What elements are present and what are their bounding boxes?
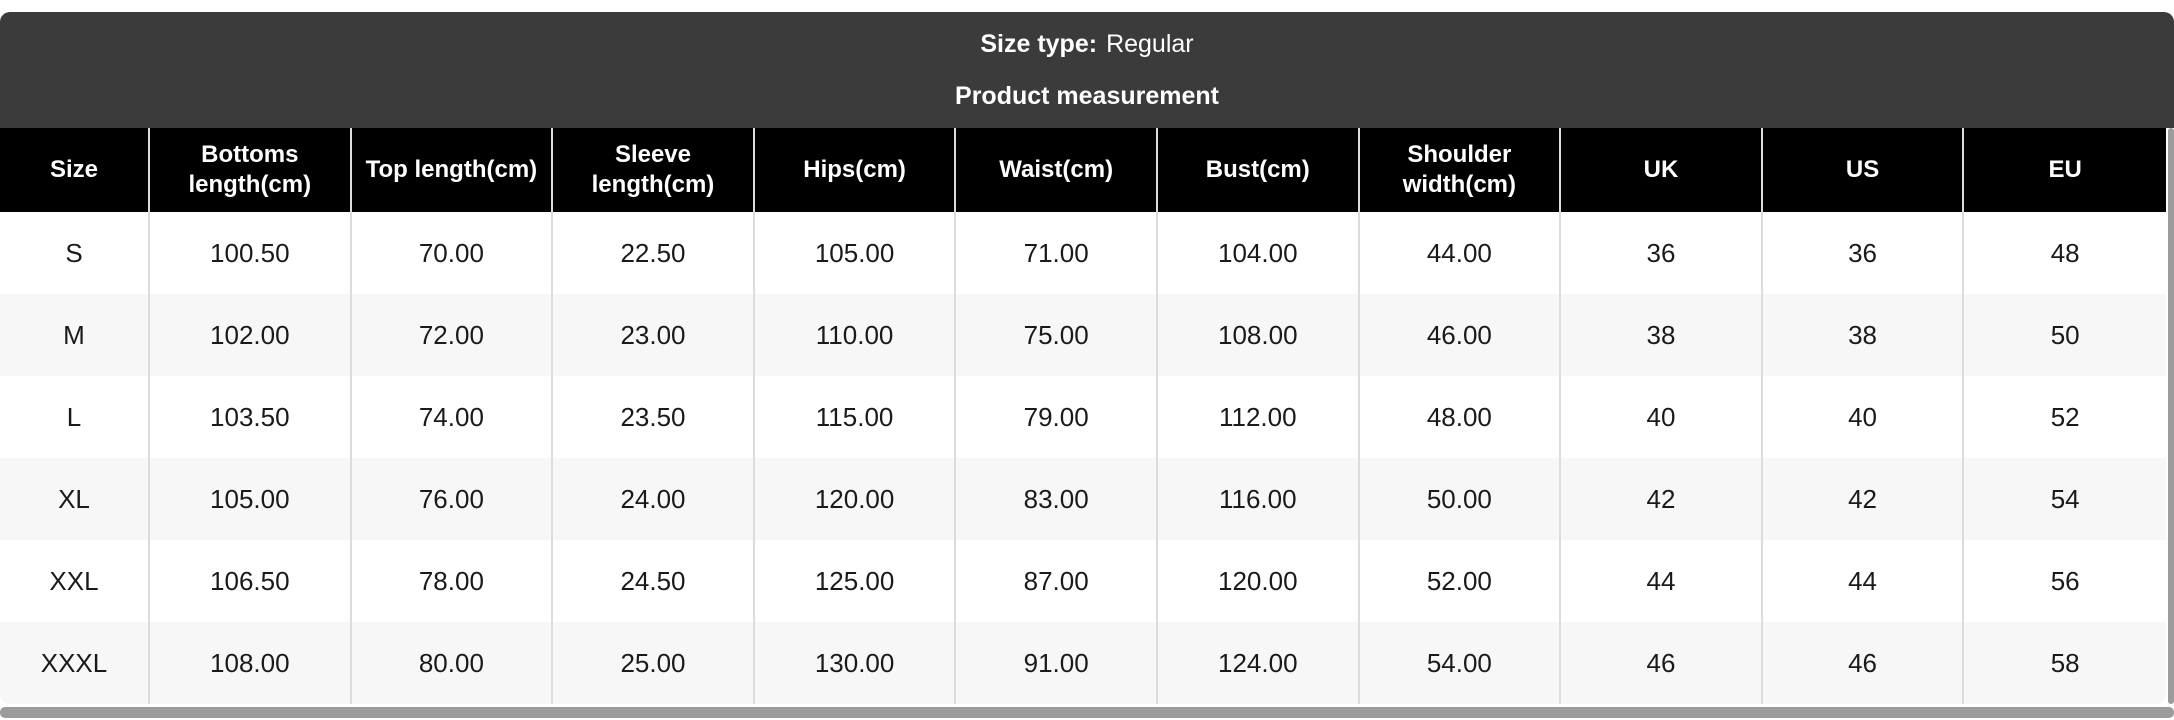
top-length-cell: 72.00 [351, 294, 554, 376]
top-length-cell: 78.00 [351, 540, 554, 622]
uk-cell: 42 [1561, 458, 1763, 540]
product-measurement-title: Product measurement [955, 82, 1219, 110]
eu-cell: 54 [1964, 458, 2166, 540]
eu-cell: 48 [1964, 212, 2166, 294]
column-header-bust: Bust(cm) [1157, 128, 1360, 212]
column-header-eu: EU [1964, 128, 2166, 212]
eu-cell: 58 [1964, 622, 2166, 704]
bottoms-length-cell: 106.50 [150, 540, 352, 622]
bottoms-length-cell: 100.50 [150, 212, 352, 294]
bottoms-length-cell: 102.00 [150, 294, 352, 376]
hips-cell: 130.00 [754, 622, 957, 704]
size-type-value: Regular [1106, 29, 1194, 58]
hips-cell: 110.00 [754, 294, 957, 376]
bottoms-length-cell: 105.00 [150, 458, 352, 540]
sleeve-length-cell: 25.00 [553, 622, 755, 704]
bottoms-length-cell: 103.50 [150, 376, 352, 458]
us-cell: 44 [1762, 540, 1965, 622]
column-header-shoulder-width: Shoulder width(cm) [1359, 128, 1562, 212]
vertical-scrollbar[interactable] [2168, 128, 2174, 704]
sleeve-length-cell: 23.00 [553, 294, 755, 376]
us-cell: 40 [1762, 376, 1965, 458]
column-header-waist: Waist(cm) [956, 128, 1158, 212]
size-cell: XXXL [0, 622, 150, 704]
horizontal-scrollbar[interactable] [0, 707, 2174, 718]
waist-cell: 75.00 [956, 294, 1158, 376]
uk-cell: 38 [1561, 294, 1763, 376]
table-header: Size Bottoms length(cm) Top length(cm) S… [0, 128, 2166, 212]
waist-cell: 83.00 [956, 458, 1158, 540]
hips-cell: 115.00 [754, 376, 957, 458]
column-header-bottoms-length: Bottoms length(cm) [150, 128, 352, 212]
us-cell: 36 [1762, 212, 1965, 294]
shoulder-width-cell: 44.00 [1359, 212, 1562, 294]
table-row-xxl: XXL 106.50 78.00 24.50 125.00 87.00 120.… [0, 540, 2166, 622]
eu-cell: 50 [1964, 294, 2166, 376]
size-chart-table: Size Bottoms length(cm) Top length(cm) S… [0, 128, 2166, 704]
size-chart-table-wrap: Size Bottoms length(cm) Top length(cm) S… [0, 128, 2174, 704]
table-body: S 100.50 70.00 22.50 105.00 71.00 104.00… [0, 212, 2166, 704]
column-header-us: US [1762, 128, 1965, 212]
size-cell: M [0, 294, 150, 376]
uk-cell: 46 [1561, 622, 1763, 704]
hips-cell: 105.00 [754, 212, 957, 294]
eu-cell: 56 [1964, 540, 2166, 622]
size-cell: S [0, 212, 150, 294]
top-length-cell: 76.00 [351, 458, 554, 540]
size-cell: XL [0, 458, 150, 540]
column-header-top-length: Top length(cm) [351, 128, 554, 212]
shoulder-width-cell: 46.00 [1359, 294, 1562, 376]
waist-cell: 71.00 [956, 212, 1158, 294]
top-length-cell: 74.00 [351, 376, 554, 458]
column-header-uk: UK [1561, 128, 1763, 212]
table-row-xxxl: XXXL 108.00 80.00 25.00 130.00 91.00 124… [0, 622, 2166, 704]
column-header-sleeve-length: Sleeve length(cm) [553, 128, 755, 212]
shoulder-width-cell: 52.00 [1359, 540, 1562, 622]
size-cell: L [0, 376, 150, 458]
sleeve-length-cell: 24.50 [553, 540, 755, 622]
table-row-m: M 102.00 72.00 23.00 110.00 75.00 108.00… [0, 294, 2166, 376]
hips-cell: 120.00 [754, 458, 957, 540]
waist-cell: 91.00 [956, 622, 1158, 704]
uk-cell: 36 [1561, 212, 1763, 294]
table-row-xl: XL 105.00 76.00 24.00 120.00 83.00 116.0… [0, 458, 2166, 540]
column-header-hips: Hips(cm) [754, 128, 957, 212]
us-cell: 46 [1762, 622, 1965, 704]
eu-cell: 52 [1964, 376, 2166, 458]
table-row-s: S 100.50 70.00 22.50 105.00 71.00 104.00… [0, 212, 2166, 294]
uk-cell: 44 [1561, 540, 1763, 622]
bust-cell: 108.00 [1157, 294, 1360, 376]
top-length-cell: 80.00 [351, 622, 554, 704]
us-cell: 38 [1762, 294, 1965, 376]
size-type-label: Size type: [980, 29, 1098, 58]
waist-cell: 87.00 [956, 540, 1158, 622]
top-length-cell: 70.00 [351, 212, 554, 294]
bust-cell: 120.00 [1157, 540, 1360, 622]
header-row: Size Bottoms length(cm) Top length(cm) S… [0, 128, 2166, 212]
shoulder-width-cell: 50.00 [1359, 458, 1562, 540]
table-title-banner: Size type: Regular Product measurement [0, 12, 2174, 128]
bust-cell: 104.00 [1157, 212, 1360, 294]
column-header-size: Size [0, 128, 150, 212]
bust-cell: 116.00 [1157, 458, 1360, 540]
bottoms-length-cell: 108.00 [150, 622, 352, 704]
uk-cell: 40 [1561, 376, 1763, 458]
bust-cell: 112.00 [1157, 376, 1360, 458]
us-cell: 42 [1762, 458, 1965, 540]
shoulder-width-cell: 48.00 [1359, 376, 1562, 458]
bust-cell: 124.00 [1157, 622, 1360, 704]
waist-cell: 79.00 [956, 376, 1158, 458]
sleeve-length-cell: 24.00 [553, 458, 755, 540]
shoulder-width-cell: 54.00 [1359, 622, 1562, 704]
size-type-line: Size type: Regular [980, 31, 1193, 57]
hips-cell: 125.00 [754, 540, 957, 622]
sleeve-length-cell: 22.50 [553, 212, 755, 294]
size-cell: XXL [0, 540, 150, 622]
sleeve-length-cell: 23.50 [553, 376, 755, 458]
table-row-l: L 103.50 74.00 23.50 115.00 79.00 112.00… [0, 376, 2166, 458]
